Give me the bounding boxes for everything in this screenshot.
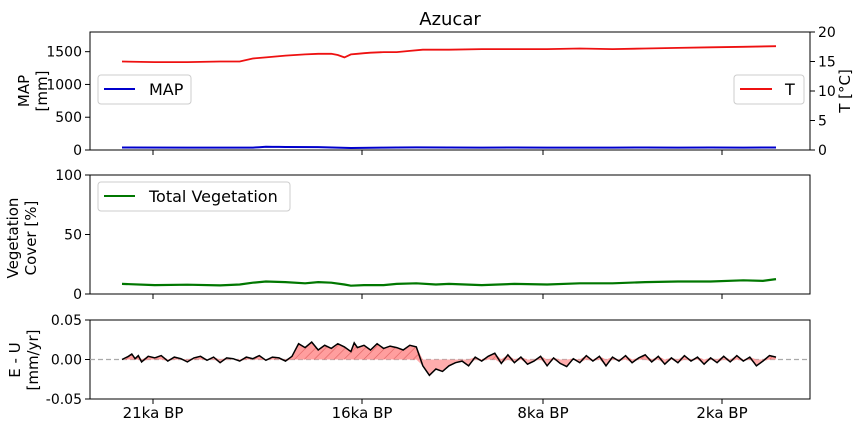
map-axis-tick-label: 1000 [46,77,82,93]
x-tick-label: 16ka BP [332,404,393,422]
x-tick-label: 2ka BP [696,404,747,422]
eu-positive-fill [122,342,776,360]
temperature-axis-label: T [°C] [836,69,854,114]
vegetation-legend-box [97,181,291,212]
map-axis-label-line-2: [mm] [33,71,51,112]
map-axis-tick-label: 0 [73,143,82,159]
eu-axis-label-line-2: [mm/yr] [24,329,42,390]
vegetation-axis-label-line-1: Vegetation [4,198,22,279]
eu-axis-tick-label: -0.05 [46,392,82,408]
temperature-series-line [121,45,777,63]
x-tick-label: 21ka BP [123,404,184,422]
temperature-axis-tick-label: 5 [818,114,827,130]
eu-axis-tick-label: 0.00 [51,353,82,369]
temperature-legend-label: T [784,80,795,99]
vegetation-series-line [121,278,777,287]
temperature-axis-tick-label: 0 [818,143,827,159]
map-axis-label-line-1: MAP [15,75,33,107]
panel-2-left-axis: 0 50 100 [55,168,90,303]
map-axis-tick-label: 500 [55,110,82,126]
panel-3-left-axis: -0.05 0.00 0.05 [46,313,90,408]
map-legend-label: MAP [149,80,184,99]
vegetation-axis-tick-label: 50 [64,228,82,244]
panel-1-right-axis: 0 5 10 15 20 [810,25,836,159]
temperature-axis-tick-label: 20 [818,25,836,41]
x-tick-label: 8ka BP [517,404,568,422]
panel-map-temperature: 0 500 1000 1500 0 5 10 15 20 MAP [mm] T [°C] MA… [15,25,854,159]
x-axis-ticks: 21ka BP 16ka BP 8ka BP 2ka BP [123,150,748,422]
panel-evaporation-minus-uptake: -0.05 0.00 0.05 E - U [mm/yr] [6,313,811,408]
eu-axis-tick-label: 0.05 [51,313,82,329]
map-axis-tick-label: 1500 [46,45,82,61]
panel-1-left-axis: 0 500 1000 1500 [46,45,90,159]
vegetation-axis-label-line-2: Cover [%] [22,201,40,276]
eu-axis-label-line-1: E - U [6,342,24,377]
eu-series-line [121,341,777,377]
panel-vegetation: 0 50 100 Vegetation Cover [%] Total Vegeta… [4,168,811,303]
temperature-axis-tick-label: 10 [818,84,836,100]
vegetation-axis-tick-label: 0 [73,287,82,303]
vegetation-axis-tick-label: 100 [55,168,82,184]
map-legend: MAP [97,74,192,105]
chart-title: Azucar [419,9,481,30]
vegetation-legend-label: Total Vegetation [148,187,278,206]
map-series-line [121,145,777,150]
temperature-axis-tick-label: 15 [818,55,836,71]
vegetation-legend: Total Vegetation [97,181,291,212]
temperature-legend: T [733,74,805,105]
map-legend-box [97,74,192,105]
